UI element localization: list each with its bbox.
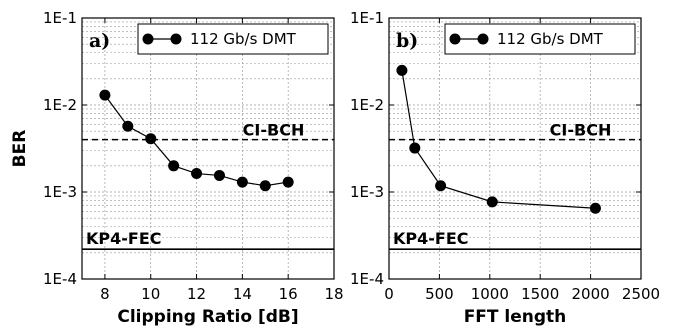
- x-axis-label: FFT length: [464, 307, 567, 327]
- data-point: [589, 202, 601, 214]
- legend-marker: [477, 33, 489, 45]
- panel-a: CI-BCH KP4-FEC 8 10 12 14 16 18 1E-4 1E-3 1E-2 1E-1…: [10, 9, 344, 327]
- plot-frame: [388, 17, 642, 280]
- data-point: [396, 64, 408, 76]
- legend-label: 112 Gb/s DMT: [190, 30, 297, 48]
- x-tick-label: 0: [384, 285, 394, 303]
- x-tick-label: 12: [187, 285, 206, 303]
- legend-marker: [170, 33, 182, 45]
- x-tick-label: 500: [425, 285, 454, 303]
- data-point: [409, 142, 421, 154]
- x-tick-label: 14: [233, 285, 252, 303]
- x-tick-label: 16: [279, 285, 298, 303]
- data-point: [191, 168, 203, 180]
- y-tick-label: 1E-2: [43, 96, 77, 114]
- x-tick-label: 10: [141, 285, 160, 303]
- data-point: [99, 89, 111, 101]
- data-point: [486, 196, 498, 208]
- panel-label: b): [396, 30, 418, 52]
- legend-marker: [142, 33, 154, 45]
- x-tick-label: 2000: [572, 285, 610, 303]
- reference-label-ci-bch: CI-BCH: [243, 121, 305, 140]
- y-tick-label: 1E-3: [350, 183, 384, 201]
- y-tick-label: 1E-4: [350, 270, 384, 288]
- y-tick-label: 1E-1: [43, 9, 77, 27]
- plot-frame: [81, 17, 335, 280]
- y-tick-label: 1E-3: [43, 183, 77, 201]
- reference-label-kp4-fec: KP4-FEC: [86, 229, 162, 248]
- reference-label-ci-bch: CI-BCH: [550, 121, 612, 140]
- x-tick-label: 8: [100, 285, 110, 303]
- x-tick-label: 18: [324, 285, 343, 303]
- data-point: [122, 120, 134, 132]
- legend-marker: [449, 33, 461, 45]
- data-point: [259, 180, 271, 192]
- x-axis-label: Clipping Ratio [dB]: [117, 307, 298, 327]
- y-axis-label: BER: [10, 130, 30, 168]
- x-tick-label: 2500: [622, 285, 660, 303]
- y-tick-label: 1E-2: [350, 96, 384, 114]
- legend-label: 112 Gb/s DMT: [497, 30, 604, 48]
- reference-label-kp4-fec: KP4-FEC: [393, 229, 469, 248]
- data-point: [282, 176, 294, 188]
- panel-b: CI-BCH KP4-FEC 0 500 1000 1500 2000 2500 1E-4 1E-…: [350, 9, 660, 327]
- data-point: [213, 169, 225, 181]
- panel-label: a): [89, 30, 110, 52]
- x-tick-label: 1000: [471, 285, 509, 303]
- y-tick-label: 1E-1: [350, 9, 384, 27]
- x-tick-label: 1500: [521, 285, 559, 303]
- data-point: [435, 180, 447, 192]
- data-point: [145, 133, 157, 145]
- data-point: [168, 160, 180, 172]
- y-tick-label: 1E-4: [43, 270, 77, 288]
- data-point: [236, 176, 248, 188]
